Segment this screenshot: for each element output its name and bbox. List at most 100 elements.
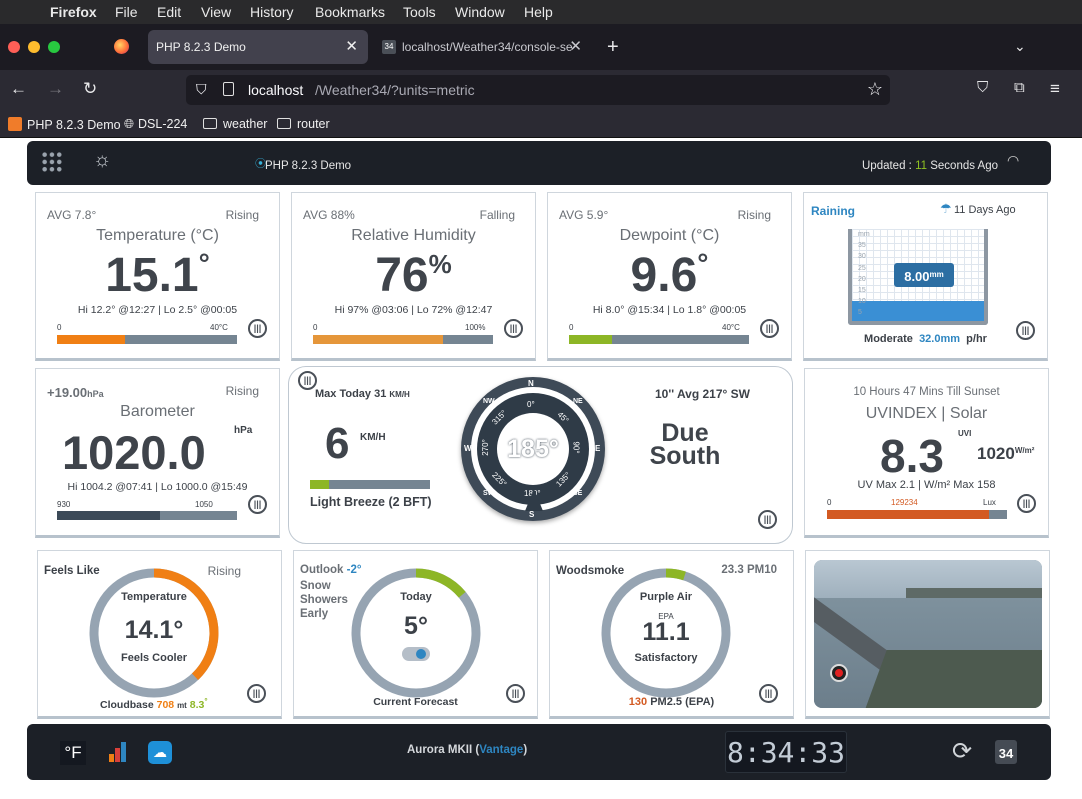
menu-window[interactable]: Window <box>455 4 505 20</box>
chart-icon[interactable]: ||| <box>758 510 777 529</box>
feels-like-value: 14.1° <box>124 616 184 644</box>
menu-view[interactable]: View <box>201 4 232 20</box>
new-tab-icon[interactable]: + <box>607 36 619 58</box>
bookmark-php-demo[interactable]: PHP 8.2.3 Demo <box>8 117 121 132</box>
temperature-bar-fill <box>57 335 126 344</box>
weather-cloud-icon[interactable]: ☁ <box>148 741 172 764</box>
lux-value: 129234 <box>891 498 918 507</box>
temperature-bar <box>57 335 237 344</box>
webcam-record-icon[interactable] <box>830 664 848 682</box>
chart-icon[interactable]: ||| <box>248 495 267 514</box>
dewpoint-bar-fill <box>569 335 613 344</box>
apps-menu-icon[interactable] <box>41 151 63 173</box>
bookmark-star-icon[interactable]: ☆ <box>866 79 883 99</box>
shield-icon[interactable]: ⛉ <box>196 81 207 97</box>
sunset-countdown: 10 Hours 47 Mins Till Sunset <box>853 386 1000 398</box>
station-name: PHP 8.2.3 Demo <box>265 160 352 172</box>
firefox-view-icon[interactable] <box>114 39 129 54</box>
humidity-hi-lo: Hi 97% @03:06 | Lo 72% @12:47 <box>334 304 493 316</box>
menu-file[interactable]: File <box>115 4 138 20</box>
rain-rate: Moderate 32.0mm p/hr <box>864 333 987 345</box>
minimize-window-button[interactable] <box>28 41 40 53</box>
close-tab-icon[interactable]: ✕ <box>569 38 582 55</box>
air-quality-card: Woodsmoke 23.3 PM10 Purple Air EPA 11.1 … <box>549 550 794 719</box>
compass-s: S <box>529 510 535 519</box>
feels-like-label: Feels Like <box>44 565 100 577</box>
bookmark-weather[interactable]: weather <box>203 117 267 131</box>
unit-toggle-button[interactable]: °F <box>60 741 86 765</box>
station-model: Aurora MKII (Vantage) <box>407 744 528 756</box>
menu-icon[interactable]: ≡ <box>1050 79 1060 98</box>
chart-icon[interactable]: ||| <box>760 319 779 338</box>
rain-last: 11 Days Ago <box>954 204 1016 216</box>
globe-icon: 🌐︎ <box>124 117 135 131</box>
chart-icon[interactable]: ||| <box>1017 494 1036 513</box>
temperature-average: AVG 7.8° <box>47 208 97 222</box>
url-bar[interactable]: ⛉ localhost /Weather34/?units=metric ☆ <box>186 75 890 105</box>
list-tabs-icon[interactable]: ⌄ <box>1014 38 1026 54</box>
chart-icon[interactable]: ||| <box>1016 321 1035 340</box>
temperature-hi-lo: Hi 12.2° @12:27 | Lo 2.5° @00:05 <box>77 304 238 316</box>
outlook-value: 5° <box>404 612 428 640</box>
tab-weather34-console[interactable]: 34 localhost/Weather34/console-se ✕ <box>376 30 592 64</box>
barometer-hi-lo: Hi 1004.2 @07:41 | Lo 1000.0 @15:49 <box>67 481 248 493</box>
dewpoint-card: AVG 5.9° Rising Dewpoint (°C) 9.6° Hi 8.… <box>547 192 792 361</box>
rain-card: Raining ☂ 11 Days Ago mm 35 30 25 20 15 10 5 8.… <box>803 192 1048 361</box>
forward-icon[interactable]: → <box>47 79 64 98</box>
bar-min-label: 0 <box>313 323 318 332</box>
temperature-value: 15.1° <box>105 248 210 302</box>
compass-face <box>497 413 569 485</box>
menu-edit[interactable]: Edit <box>157 4 182 20</box>
wind-card: ||| Max Today 31 KM/H 6 KM/H Light Breez… <box>288 366 793 544</box>
bookmark-router[interactable]: router <box>277 117 330 131</box>
bar-min-label: 930 <box>57 500 71 509</box>
cloudbase: Cloudbase 708 mt 8.3° <box>100 697 208 711</box>
extensions-icon[interactable]: ⧉ <box>1014 79 1025 96</box>
charts-icon[interactable] <box>108 742 128 762</box>
refresh-icon[interactable]: ⟳ <box>952 738 973 765</box>
updated-status: Updated : 11 Seconds Ago <box>862 160 999 172</box>
uv-value: 8.3 <box>880 430 944 482</box>
menu-tools[interactable]: Tools <box>403 4 436 20</box>
compass-nw: NW <box>483 398 495 405</box>
menu-bookmarks[interactable]: Bookmarks <box>315 4 386 20</box>
air-sub: Purple Air <box>639 591 693 603</box>
uv-title: UVINDEX | Solar <box>865 405 988 422</box>
theme-toggle-icon[interactable]: ☼ <box>93 149 112 171</box>
webcam-image[interactable] <box>814 560 1042 708</box>
pocket-icon[interactable]: ⛉ <box>977 79 989 96</box>
weather34-logo[interactable]: 34 <box>995 740 1017 764</box>
menu-help[interactable]: Help <box>524 4 553 20</box>
reload-icon[interactable]: ↻ <box>83 79 98 98</box>
lux-unit: Lux <box>983 498 996 507</box>
outlook-footer: Current Forecast <box>373 696 458 708</box>
air-value: 11.1 <box>642 618 690 646</box>
folder-icon <box>277 118 291 129</box>
maximize-window-button[interactable] <box>48 41 60 53</box>
tab-php-demo[interactable]: PHP 8.2.3 Demo ✕ <box>148 30 368 64</box>
chart-icon[interactable]: ||| <box>248 319 267 338</box>
feels-like-trend: Rising <box>207 564 241 578</box>
dewpoint-value: 9.6° <box>630 248 709 302</box>
compass-n: N <box>528 379 534 388</box>
ring-fill <box>601 568 731 698</box>
outlook-sub: Today <box>400 591 432 603</box>
bookmark-dsl-224[interactable]: 🌐︎ DSL-224 <box>124 117 188 131</box>
chart-icon[interactable]: ||| <box>247 684 266 703</box>
back-icon[interactable]: ← <box>10 79 27 98</box>
menu-history[interactable]: History <box>250 4 294 20</box>
chart-icon[interactable]: ||| <box>298 371 317 390</box>
wind-degrees: 185° <box>507 435 559 463</box>
barometer-trend: Rising <box>225 384 259 398</box>
chart-icon[interactable]: ||| <box>504 319 523 338</box>
app-name[interactable]: Firefox <box>50 4 97 20</box>
chart-icon[interactable]: ||| <box>759 684 778 703</box>
humidity-card: AVG 88% Falling Relative Humidity 76% Hi… <box>291 192 536 361</box>
page-icon[interactable] <box>223 82 234 96</box>
close-tab-icon[interactable]: ✕ <box>345 38 358 55</box>
wind-direction-arrow <box>525 489 543 511</box>
barometer-unit: hPa <box>234 425 253 436</box>
chart-icon[interactable]: ||| <box>506 684 525 703</box>
close-window-button[interactable] <box>8 41 20 53</box>
url-path: /Weather34/?units=metric <box>315 82 475 98</box>
